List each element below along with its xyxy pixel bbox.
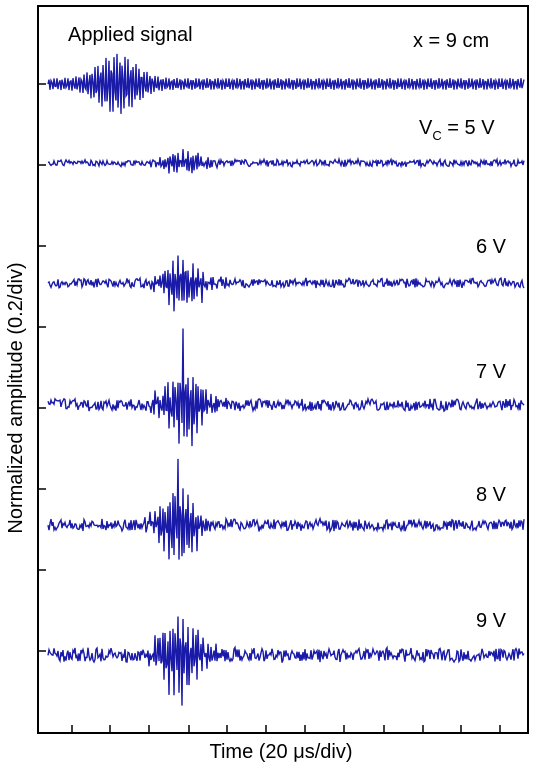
y-axis-title: Normalized amplitude (0.2/div) [5, 262, 27, 533]
trace-3 [47, 328, 525, 447]
position-label: x = 9 cm [413, 30, 489, 52]
vc-label: VC = 5 V [419, 117, 495, 143]
trace-1 [47, 149, 525, 174]
trace-group [47, 53, 525, 706]
trace-label-6v: 6 V [476, 236, 507, 258]
vc-label-value: = 5 V [442, 117, 495, 139]
plot-frame [37, 5, 529, 734]
vc-label-main: V [419, 117, 433, 139]
y-axis-ticks [38, 83, 46, 652]
trace-2 [47, 255, 525, 312]
vc-label-subscript: C [432, 128, 441, 143]
trace-0 [47, 53, 525, 114]
trace-4 [47, 458, 525, 560]
x-axis-ticks [71, 725, 501, 733]
x-axis-title: Time (20 μs/div) [209, 741, 352, 763]
trace-label-8v: 8 V [476, 484, 507, 506]
trace-5 [47, 616, 525, 706]
trace-label-7v: 7 V [476, 361, 507, 383]
applied-signal-label: Applied signal [68, 24, 193, 46]
trace-label-9v: 9 V [476, 610, 507, 632]
